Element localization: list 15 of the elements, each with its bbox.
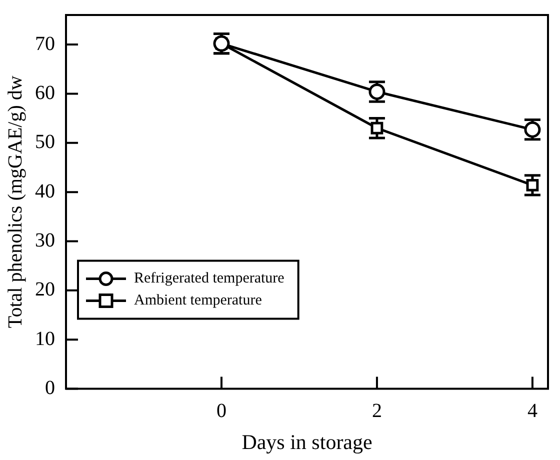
y-tick-label: 0 (45, 377, 55, 400)
x-tick-label: 4 (527, 400, 538, 422)
x-axis-title: Days in storage (242, 430, 372, 454)
y-tick-label: 70 (35, 32, 55, 55)
y-tick-label: 40 (35, 180, 55, 202)
x-tick-label: 2 (372, 400, 382, 422)
y-tick-label: 60 (35, 82, 55, 104)
y-axis-title: Total phenolics (mgGAE/g) dw (4, 75, 26, 328)
legend-label: Refrigerated temperature (134, 270, 285, 287)
y-tick-label: 10 (35, 328, 55, 350)
legend-label: Ambient temperature (134, 292, 262, 309)
y-tick-label: 50 (35, 131, 55, 154)
y-tick-label: 30 (35, 229, 55, 252)
x-tick-label: 0 (216, 400, 226, 422)
y-tick-label: 20 (35, 278, 55, 301)
